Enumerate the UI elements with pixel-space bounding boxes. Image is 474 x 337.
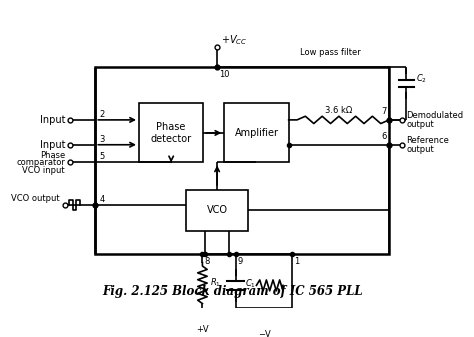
Text: 5: 5 bbox=[99, 152, 104, 161]
Text: 10: 10 bbox=[219, 70, 230, 79]
Text: Input: Input bbox=[39, 140, 65, 150]
Text: $C_1$: $C_1$ bbox=[245, 277, 256, 290]
Text: VCO input: VCO input bbox=[22, 166, 65, 175]
Bar bbox=[95, 67, 389, 253]
Text: Phase
detector: Phase detector bbox=[151, 122, 191, 144]
Text: 7: 7 bbox=[381, 107, 386, 116]
Text: 8: 8 bbox=[204, 257, 210, 266]
Bar bbox=[224, 103, 289, 162]
Bar bbox=[186, 190, 248, 231]
Text: comparator: comparator bbox=[16, 158, 65, 167]
Bar bbox=[139, 103, 203, 162]
Text: Reference: Reference bbox=[406, 136, 449, 145]
Text: 4: 4 bbox=[99, 195, 104, 204]
Text: output: output bbox=[406, 145, 434, 154]
Text: 9: 9 bbox=[237, 257, 243, 266]
Text: Low pass filter: Low pass filter bbox=[300, 48, 361, 57]
Text: Input: Input bbox=[39, 115, 65, 125]
Text: $R_1$: $R_1$ bbox=[210, 277, 221, 289]
Text: 3.6 kΩ: 3.6 kΩ bbox=[325, 106, 353, 115]
Text: Amplifier: Amplifier bbox=[235, 128, 278, 138]
Text: Phase: Phase bbox=[40, 151, 65, 160]
Text: 2: 2 bbox=[99, 110, 104, 119]
Text: $C_2$: $C_2$ bbox=[416, 72, 427, 85]
Text: −V: −V bbox=[258, 330, 270, 337]
Text: 3: 3 bbox=[99, 135, 104, 144]
Text: +V: +V bbox=[196, 326, 209, 334]
Text: $+V_{CC}$: $+V_{CC}$ bbox=[221, 33, 248, 47]
Text: 1: 1 bbox=[294, 257, 300, 266]
Text: VCO: VCO bbox=[207, 205, 228, 215]
Text: 6: 6 bbox=[381, 132, 386, 141]
Text: VCO output: VCO output bbox=[11, 194, 59, 203]
Text: Demodulated: Demodulated bbox=[406, 111, 463, 120]
Text: Fig. 2.125 Block diagram of IC 565 PLL: Fig. 2.125 Block diagram of IC 565 PLL bbox=[102, 285, 363, 298]
Text: output: output bbox=[406, 120, 434, 129]
